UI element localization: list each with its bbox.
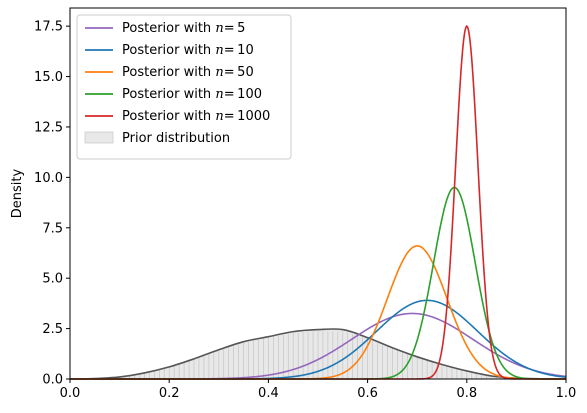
legend-entry-label: Posterior with n= 10: [122, 43, 254, 58]
legend-entry-label: Posterior with n= 5: [122, 21, 245, 36]
y-tick-label: 7.5: [42, 221, 63, 236]
legend: Posterior with n= 5 Posterior with n= 10 P…: [76, 14, 292, 160]
y-tick-label: 15.0: [34, 70, 63, 85]
legend-swatch: [84, 131, 114, 144]
axes-frame: [69, 7, 567, 380]
x-tick-label: 1.0: [556, 386, 577, 401]
y-tick-label: 17.5: [34, 20, 63, 35]
y-tick-label: 2.5: [42, 322, 63, 337]
legend-entry-label: Prior distribution: [122, 131, 230, 146]
y-tick-label: 10.0: [34, 171, 63, 186]
x-tick-label: 0.6: [357, 386, 378, 401]
legend-entry-label: Posterior with n= 1000: [122, 109, 270, 124]
x-tick-label: 0.8: [456, 386, 477, 401]
prior-line: [69, 328, 567, 380]
y-tick-label: 12.5: [34, 120, 63, 135]
legend-entry-label: Posterior with n= 50: [122, 65, 254, 80]
y-axis-label: Density: [10, 168, 25, 218]
legend-box: [76, 14, 292, 160]
x-tick-label: 0.2: [159, 386, 180, 401]
x-axis: 0.0 0.2 0.4 0.6 0.8 1.0: [60, 379, 577, 401]
y-axis: 0.0 2.5 5.0 7.5 10.0 12.5 15.0 17.5: [34, 20, 70, 388]
y-tick-label: 5.0: [42, 272, 63, 287]
y-tick-label: 0.0: [42, 373, 63, 388]
legend-entry-label: Posterior with n= 100: [122, 87, 262, 102]
x-tick-label: 0.0: [60, 386, 81, 401]
prior-layer: [69, 328, 567, 380]
x-tick-label: 0.4: [258, 386, 279, 401]
